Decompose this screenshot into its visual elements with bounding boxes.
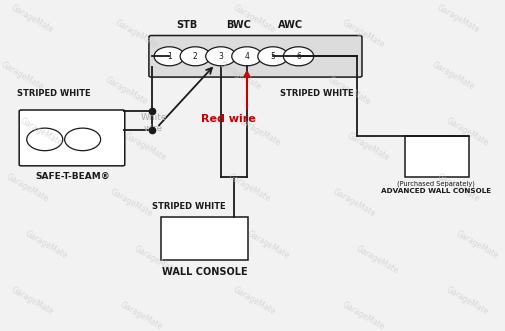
Text: 6: 6 — [295, 52, 300, 61]
Text: 2: 2 — [192, 52, 197, 61]
Text: GarageMate: GarageMate — [434, 4, 480, 35]
Text: GarageMate: GarageMate — [118, 300, 163, 331]
Text: BWC: BWC — [226, 20, 251, 29]
Circle shape — [65, 128, 100, 151]
Text: GarageMate: GarageMate — [453, 229, 499, 260]
Text: 1: 1 — [167, 52, 171, 61]
Text: GarageMate: GarageMate — [430, 60, 475, 91]
Circle shape — [154, 47, 184, 66]
Text: SAFE-T-BEAM®: SAFE-T-BEAM® — [36, 172, 110, 181]
Text: GarageMate: GarageMate — [23, 229, 69, 260]
Text: 5: 5 — [270, 52, 275, 61]
Bar — [161, 216, 248, 260]
Text: GarageMate: GarageMate — [109, 187, 154, 219]
Text: GarageMate: GarageMate — [340, 300, 385, 331]
FancyBboxPatch shape — [148, 35, 361, 77]
Text: GarageMate: GarageMate — [113, 18, 159, 50]
Text: 3: 3 — [218, 52, 223, 61]
Text: STRIPED WHITE: STRIPED WHITE — [152, 202, 226, 211]
Text: GarageMate: GarageMate — [217, 60, 263, 91]
Text: GarageMate: GarageMate — [236, 116, 281, 148]
Circle shape — [27, 128, 63, 151]
Text: STRIPED WHITE: STRIPED WHITE — [17, 89, 91, 98]
Text: GarageMate: GarageMate — [104, 75, 149, 106]
Text: GarageMate: GarageMate — [354, 244, 399, 275]
Text: STB: STB — [176, 20, 197, 29]
Text: AWC: AWC — [278, 20, 303, 29]
Text: GarageMate: GarageMate — [231, 4, 277, 35]
Text: STRIPED WHITE: STRIPED WHITE — [280, 89, 353, 98]
Text: Red wire: Red wire — [200, 114, 255, 123]
Text: GarageMate: GarageMate — [0, 60, 45, 91]
Text: (Purchased Separately): (Purchased Separately) — [396, 181, 474, 187]
Circle shape — [283, 47, 313, 66]
Text: GarageMate: GarageMate — [227, 173, 272, 204]
Circle shape — [258, 47, 287, 66]
Circle shape — [231, 47, 262, 66]
Text: 4: 4 — [244, 52, 249, 61]
Text: GarageMate: GarageMate — [9, 4, 55, 35]
Text: White
wire: White wire — [140, 114, 167, 133]
Text: GarageMate: GarageMate — [345, 131, 390, 163]
Text: GarageMate: GarageMate — [340, 18, 385, 50]
Text: WALL CONSOLE: WALL CONSOLE — [162, 267, 247, 277]
Text: GarageMate: GarageMate — [331, 187, 376, 219]
Text: GarageMate: GarageMate — [444, 285, 489, 317]
Text: ADVANCED WALL CONSOLE: ADVANCED WALL CONSOLE — [380, 188, 490, 194]
Text: GarageMate: GarageMate — [19, 116, 64, 148]
Text: GarageMate: GarageMate — [9, 285, 55, 317]
Circle shape — [206, 47, 235, 66]
Text: GarageMate: GarageMate — [245, 229, 291, 260]
Text: GarageMate: GarageMate — [326, 75, 371, 106]
Circle shape — [180, 47, 210, 66]
Text: GarageMate: GarageMate — [132, 244, 177, 275]
Text: GarageMate: GarageMate — [123, 131, 168, 163]
Text: GarageMate: GarageMate — [444, 116, 489, 148]
FancyBboxPatch shape — [19, 110, 125, 166]
Bar — [404, 136, 468, 176]
Text: GarageMate: GarageMate — [5, 173, 50, 204]
Text: GarageMate: GarageMate — [434, 173, 480, 204]
Text: GarageMate: GarageMate — [231, 285, 277, 317]
